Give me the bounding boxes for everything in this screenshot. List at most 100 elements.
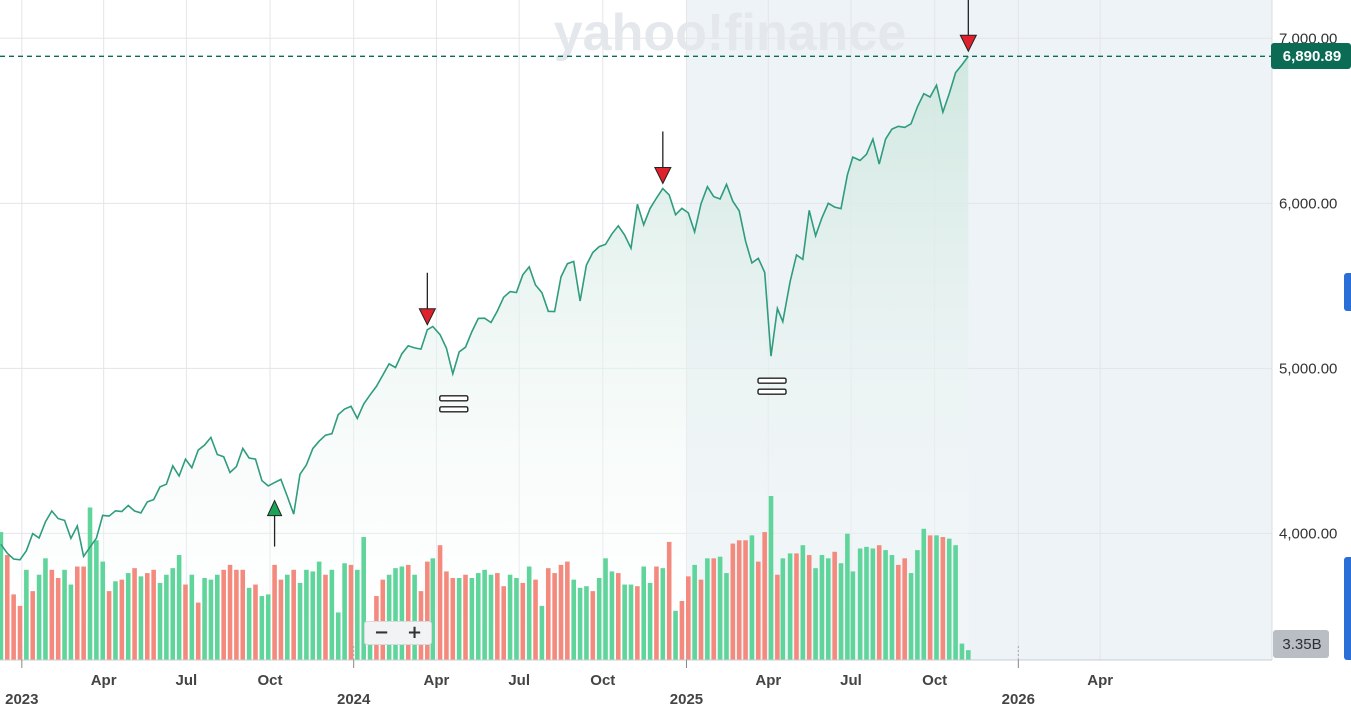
volume-bar	[81, 566, 86, 660]
price-line[interactable]	[0, 55, 969, 561]
volume-bar	[278, 579, 284, 660]
side-panel-tab[interactable]	[1344, 273, 1351, 311]
volume-bar	[183, 584, 188, 660]
volume-bar	[953, 545, 958, 660]
volume-bar	[526, 566, 532, 660]
volume-bar	[692, 564, 697, 660]
y-axis-ticks: 7,000.006,000.005,000.004,000.00	[1279, 30, 1337, 542]
volume-bar	[170, 568, 176, 660]
volume-bar	[724, 573, 729, 660]
volume-bar	[889, 555, 895, 660]
split-marker	[439, 395, 469, 413]
volume-bar	[87, 507, 93, 660]
volume-bar	[577, 587, 583, 660]
volume-bar	[603, 558, 608, 660]
volume-bar	[329, 569, 335, 660]
volume-bar	[456, 578, 462, 660]
volume-bar	[571, 579, 577, 660]
down-arrow-marker	[418, 272, 437, 326]
volume-bar	[622, 584, 627, 660]
volume-label: 3.35B	[1282, 636, 1321, 653]
volume-bar	[870, 548, 876, 660]
volume-bar	[297, 582, 303, 660]
volume-bar	[164, 574, 169, 660]
down-arrow-marker	[654, 131, 672, 185]
volume-bar	[705, 558, 710, 660]
volume-bar	[673, 610, 678, 660]
volume-bar	[908, 573, 914, 660]
y-tick-label: 5,000.00	[1279, 360, 1337, 377]
volume-bar	[558, 564, 564, 660]
volume-bar	[4, 555, 10, 660]
volume-bar	[584, 586, 589, 660]
zoom-controls: − +	[364, 621, 432, 645]
x-tick-label: 2026	[1002, 691, 1035, 708]
volume-bar	[488, 574, 494, 660]
x-axis-ticks: 2023 Apr Jul Oct 2024 Apr Jul Oct 2025 Apr Jul Oct 2…	[5, 646, 1113, 708]
volume-bar	[138, 576, 144, 660]
volume-bar	[202, 578, 207, 660]
volume-bar	[711, 558, 717, 660]
volume-bar	[100, 561, 106, 660]
x-tick-label: Jul	[840, 672, 862, 689]
volume-bar	[316, 561, 322, 660]
volume-bar	[106, 591, 112, 660]
volume-bar	[215, 574, 220, 660]
volume-bar	[666, 541, 672, 660]
volume-bar	[240, 569, 246, 660]
x-tick-label: Apr	[424, 672, 450, 689]
volume-bar	[208, 579, 214, 660]
volume-bar	[755, 561, 761, 660]
volume-bar	[285, 574, 290, 660]
volume-bar	[272, 564, 277, 660]
volume-bar	[310, 571, 316, 660]
volume-bar	[405, 564, 411, 660]
event-markers[interactable]	[266, 0, 978, 547]
volume-bar	[157, 582, 163, 660]
volume-bar	[864, 546, 869, 660]
volume-bar	[501, 586, 506, 660]
volume-bar	[437, 545, 443, 660]
volume-bar	[826, 558, 831, 660]
last-price-badge: 6,890.89	[1271, 43, 1351, 69]
side-panel-tab-2[interactable]	[1344, 557, 1351, 660]
volume-bar	[934, 535, 939, 660]
volume-bar	[304, 569, 309, 660]
volume-bar	[176, 555, 182, 660]
volume-bar	[355, 569, 360, 660]
volume-bar	[615, 573, 621, 660]
volume-bar	[495, 573, 500, 660]
volume-bar	[647, 582, 653, 660]
zoom-out-button[interactable]: −	[365, 622, 398, 644]
volume-bar	[787, 553, 793, 660]
volume-bar	[539, 605, 545, 660]
volume-bar	[507, 574, 513, 660]
volume-bar	[195, 602, 201, 660]
volume-bar	[654, 566, 659, 660]
x-tick-label: Oct	[590, 672, 615, 689]
volume-bar	[736, 540, 742, 660]
price-area	[0, 56, 969, 661]
volume-bar	[845, 533, 850, 660]
volume-bar	[730, 543, 736, 660]
volume-bar	[717, 556, 723, 660]
volume-bar	[24, 569, 29, 660]
volume-bar	[959, 643, 965, 660]
volume-bar	[743, 540, 748, 660]
volume-bar	[74, 566, 80, 660]
x-tick-label: Oct	[258, 672, 283, 689]
volume-bar	[125, 573, 131, 660]
volume-bar	[253, 584, 258, 660]
volume-bar	[966, 650, 971, 660]
last-price-label: 6,890.89	[1283, 48, 1341, 65]
volume-bar	[469, 578, 475, 660]
zoom-in-button[interactable]: +	[398, 622, 431, 644]
volume-bar	[380, 579, 386, 660]
volume-bar	[902, 558, 907, 660]
x-tick-label: Apr	[91, 672, 117, 689]
volume-bar	[348, 564, 354, 660]
volume-bar	[43, 558, 48, 660]
volume-bar	[132, 568, 137, 660]
y-tick-label: 4,000.00	[1279, 525, 1337, 542]
